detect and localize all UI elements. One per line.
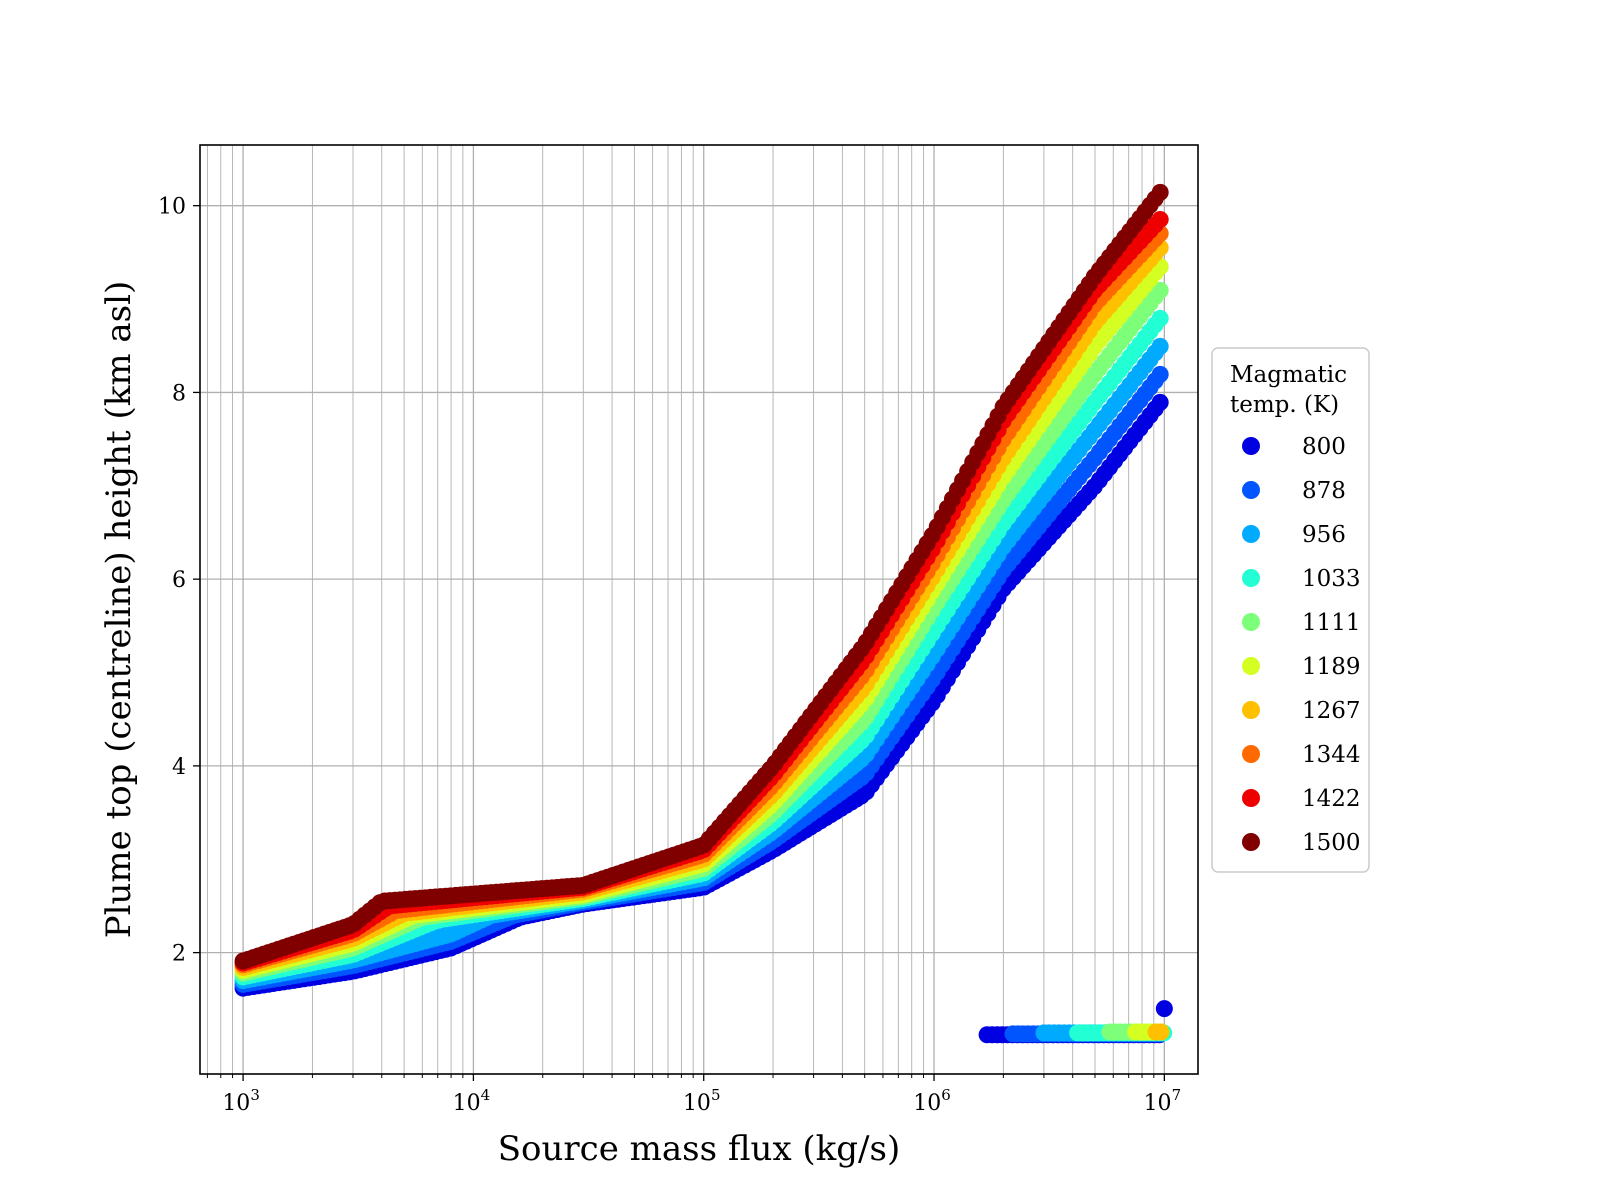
legend-items: 800 878 956 1033 1111 1189 1267 1344 1422 1500 — [1242, 434, 1361, 856]
data-point — [1151, 393, 1169, 411]
data-point — [1155, 1000, 1173, 1018]
plot-frame — [199, 144, 1199, 1075]
x-tick-label: 106 — [913, 1086, 951, 1116]
y-tick-label: 6 — [172, 568, 186, 593]
legend-marker — [1242, 569, 1260, 587]
x-tick-label: 103 — [222, 1086, 260, 1116]
data-point — [1151, 210, 1169, 228]
data-point — [1151, 337, 1169, 355]
legend-marker — [1242, 789, 1260, 807]
legend-label: 1189 — [1302, 654, 1361, 680]
data-point — [1151, 309, 1169, 327]
y-tick-label: 8 — [172, 381, 186, 406]
legend-label: 1500 — [1302, 830, 1361, 856]
legend-box — [1211, 347, 1370, 873]
legend-marker — [1242, 745, 1260, 763]
legend-label: 1422 — [1302, 786, 1361, 812]
y-axis-title: Plume top (centreline) height (km asl) — [99, 281, 139, 939]
data-point — [1151, 365, 1169, 383]
legend: Magmatic temp. (K) 800 878 956 1033 1111 1189 1… — [1211, 347, 1370, 873]
legend-label: 1033 — [1302, 566, 1361, 592]
legend-marker — [1242, 525, 1260, 543]
data-points — [234, 183, 1173, 1044]
data-point — [1151, 183, 1169, 201]
legend-label: 1111 — [1302, 610, 1361, 636]
data-point — [1152, 1023, 1170, 1041]
x-axis-title: Source mass flux (kg/s) — [498, 1129, 900, 1169]
legend-label: 956 — [1302, 522, 1346, 548]
legend-marker — [1242, 481, 1260, 499]
x-tick-label: 107 — [1144, 1086, 1182, 1116]
data-point — [1151, 281, 1169, 299]
y-tick-label: 2 — [172, 942, 186, 967]
legend-marker — [1242, 833, 1260, 851]
x-tick-label: 105 — [683, 1086, 721, 1116]
legend-marker — [1242, 613, 1260, 631]
x-tick-label: 104 — [453, 1086, 491, 1116]
legend-marker — [1242, 437, 1260, 455]
y-tick-label: 10 — [158, 195, 186, 220]
legend-marker — [1242, 657, 1260, 675]
legend-label: 1267 — [1302, 698, 1361, 724]
legend-marker — [1242, 701, 1260, 719]
y-tick-label: 4 — [172, 755, 186, 780]
legend-label: 878 — [1302, 478, 1346, 504]
legend-label: 800 — [1302, 434, 1346, 460]
legend-label: 1344 — [1302, 742, 1361, 768]
legend-title: Magmatic temp. (K) — [1230, 362, 1347, 418]
